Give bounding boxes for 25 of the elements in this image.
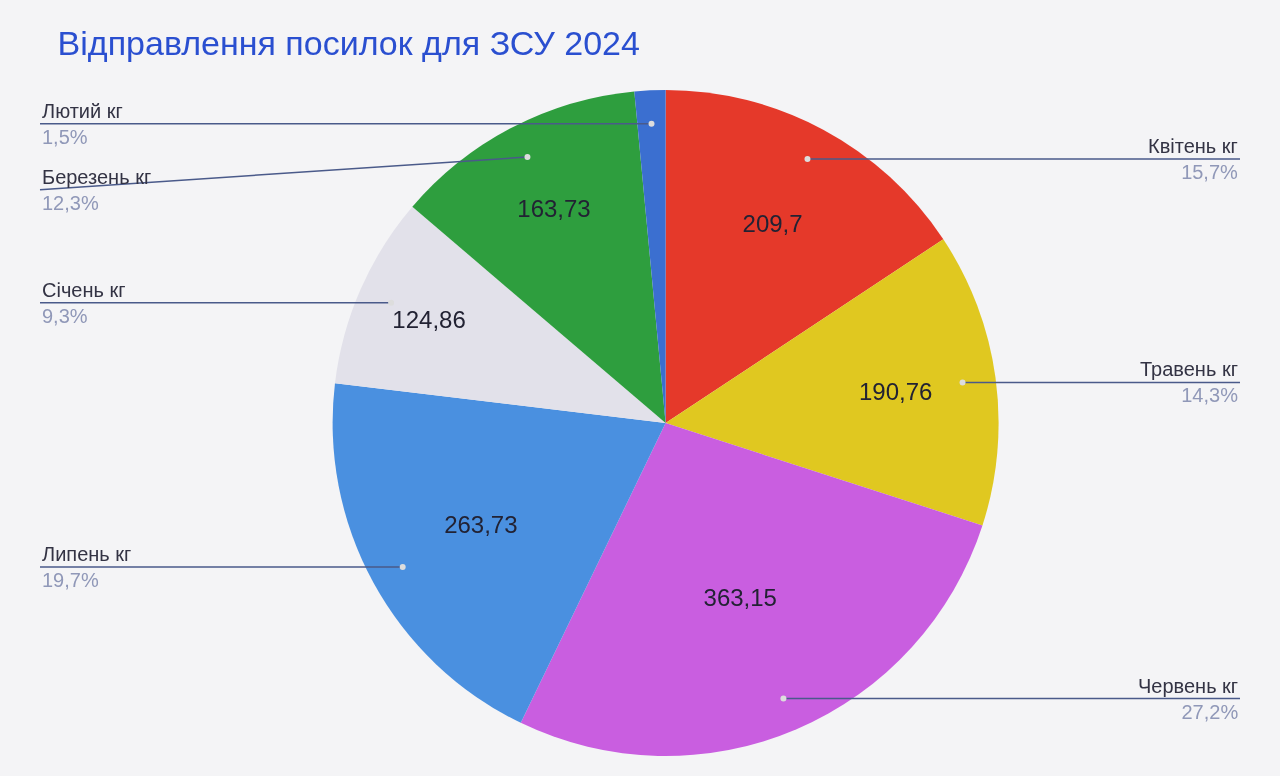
text: 12,3% bbox=[42, 192, 99, 214]
pie-slice bbox=[520, 423, 983, 756]
data-label: 163,73 bbox=[517, 194, 591, 222]
slice-label: Травень кг bbox=[1140, 358, 1238, 380]
data-label: 190,76 bbox=[859, 378, 933, 406]
slice-label: Липень кг bbox=[42, 543, 132, 565]
text: 15,7% bbox=[1181, 161, 1239, 183]
text: 27,2% bbox=[1181, 701, 1239, 723]
data-label: 263,73 bbox=[444, 510, 518, 538]
slice-label: Квітень кг bbox=[1148, 135, 1238, 157]
slice-label: Січень кг bbox=[42, 279, 126, 301]
text: 1,5% bbox=[42, 126, 88, 148]
pie-slice bbox=[665, 239, 999, 526]
pie-slice bbox=[665, 90, 944, 423]
text: 14,3% bbox=[1181, 384, 1239, 406]
data-label: 363,15 bbox=[703, 584, 777, 612]
chart-title: Відправлення посилок для ЗСУ 2024 bbox=[57, 23, 640, 62]
data-label: 124,86 bbox=[392, 305, 466, 333]
text: 19,7% bbox=[42, 569, 99, 591]
text: 9,3% bbox=[42, 305, 88, 327]
pie-slice bbox=[332, 383, 666, 723]
slice-label: Лютий кг bbox=[42, 100, 123, 122]
data-label: 209,7 bbox=[742, 210, 803, 238]
pie-slice bbox=[634, 90, 666, 423]
slice-label: Червень кг bbox=[1138, 675, 1239, 697]
